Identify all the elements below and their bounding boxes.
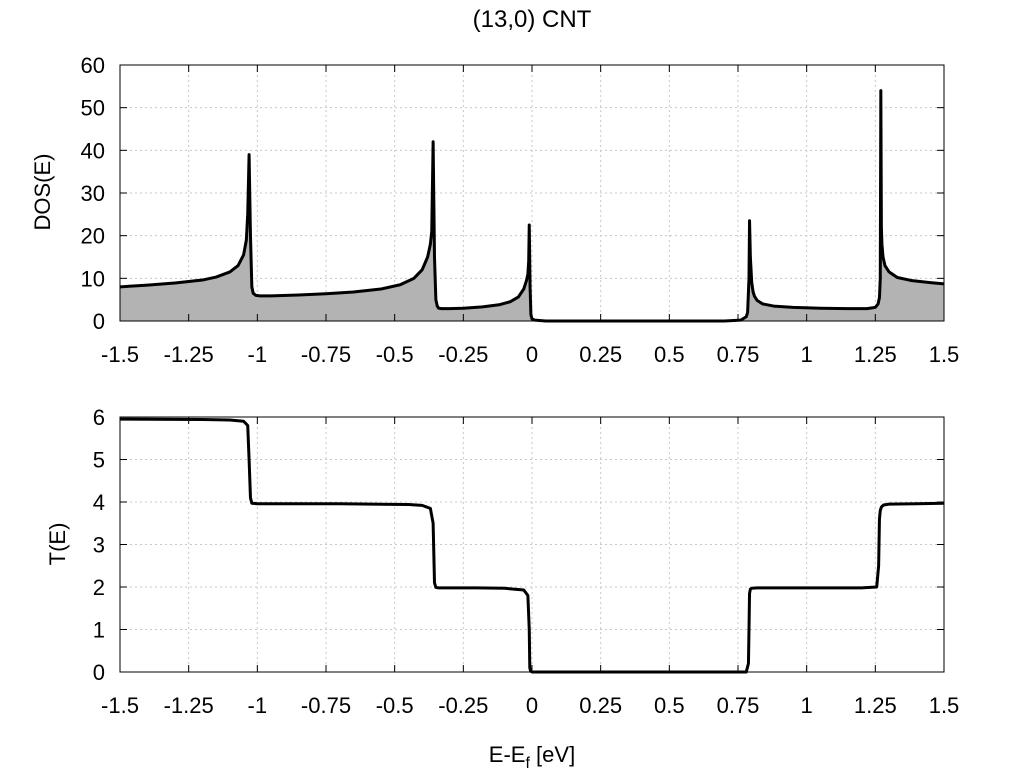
transmission-x-tick-label: 0 bbox=[526, 693, 538, 718]
transmission-y-tick-label: 6 bbox=[93, 405, 105, 430]
x-axis-label-unit: [eV] bbox=[530, 742, 575, 767]
transmission-y-tick-label: 4 bbox=[93, 490, 105, 515]
dos-y-tick-label: 50 bbox=[81, 96, 105, 121]
x-axis-label-subscript: f bbox=[525, 755, 530, 768]
chart-title: (13,0) CNT bbox=[473, 6, 592, 33]
dos-x-tick-label: -0.25 bbox=[438, 342, 488, 367]
x-axis-label-main: E-E bbox=[489, 742, 526, 767]
dos-y-tick-label: 10 bbox=[81, 266, 105, 291]
transmission-x-tick-label: 0.25 bbox=[579, 693, 622, 718]
x-axis-label: E-Ef [eV] bbox=[489, 742, 575, 768]
dos-y-tick-label: 40 bbox=[81, 138, 105, 163]
transmission-x-tick-label: 1.5 bbox=[929, 693, 960, 718]
transmission-panel: T(E) -1.5 -1.25 -1 -0.75 -0.5 -0.25 0 0.25 0.5 0.… bbox=[45, 405, 959, 718]
dos-y-tick-label: 60 bbox=[81, 53, 105, 78]
transmission-x-tick-label: -0.5 bbox=[376, 693, 414, 718]
dos-x-tick-label: -0.5 bbox=[376, 342, 414, 367]
transmission-series-line bbox=[119, 417, 945, 674]
transmission-x-tick-label: -1.25 bbox=[164, 693, 214, 718]
dos-x-tick-label: 1 bbox=[801, 342, 813, 367]
transmission-x-tick-label: 0.75 bbox=[717, 693, 760, 718]
dos-area-fill bbox=[120, 90, 944, 321]
dos-x-tick-label: 0.25 bbox=[579, 342, 622, 367]
transmission-x-tick-label: -1.5 bbox=[101, 693, 139, 718]
dos-x-tick-label: 1.25 bbox=[854, 342, 897, 367]
dos-x-tick-label: -1.25 bbox=[164, 342, 214, 367]
transmission-y-tick-label: 2 bbox=[93, 575, 105, 600]
dos-x-tick-label: 0.75 bbox=[717, 342, 760, 367]
transmission-y-tick-label: 3 bbox=[93, 533, 105, 558]
dos-x-tick-label: -1 bbox=[248, 342, 268, 367]
transmission-y-axis-label: T(E) bbox=[45, 523, 70, 566]
dos-y-tick-label: 20 bbox=[81, 224, 105, 249]
transmission-x-tick-label: -0.75 bbox=[301, 693, 351, 718]
transmission-x-tick-label: -1 bbox=[248, 693, 268, 718]
transmission-x-tick-label: 1.25 bbox=[854, 693, 897, 718]
dos-panel: DOS(E) -1.5 -1.25 -1 -0.75 -0.5 -0.25 0 0.25 0.5… bbox=[30, 53, 959, 367]
dos-x-tick-label: -0.75 bbox=[301, 342, 351, 367]
transmission-y-tick-label: 0 bbox=[93, 660, 105, 685]
transmission-x-tick-label: -0.25 bbox=[438, 693, 488, 718]
transmission-y-tick-label: 1 bbox=[93, 618, 105, 643]
transmission-y-tick-label: 5 bbox=[93, 448, 105, 473]
dos-y-axis-label: DOS(E) bbox=[30, 154, 55, 231]
dos-x-tick-label: 0.5 bbox=[654, 342, 685, 367]
dos-x-tick-label: 0 bbox=[526, 342, 538, 367]
dos-x-tick-label: 1.5 bbox=[929, 342, 960, 367]
transmission-x-tick-label: 1 bbox=[801, 693, 813, 718]
dos-y-tick-label: 30 bbox=[81, 181, 105, 206]
dos-series-line bbox=[119, 89, 945, 323]
dos-y-tick-label: 0 bbox=[93, 309, 105, 334]
transmission-x-tick-label: 0.5 bbox=[654, 693, 685, 718]
dos-x-tick-label: -1.5 bbox=[101, 342, 139, 367]
